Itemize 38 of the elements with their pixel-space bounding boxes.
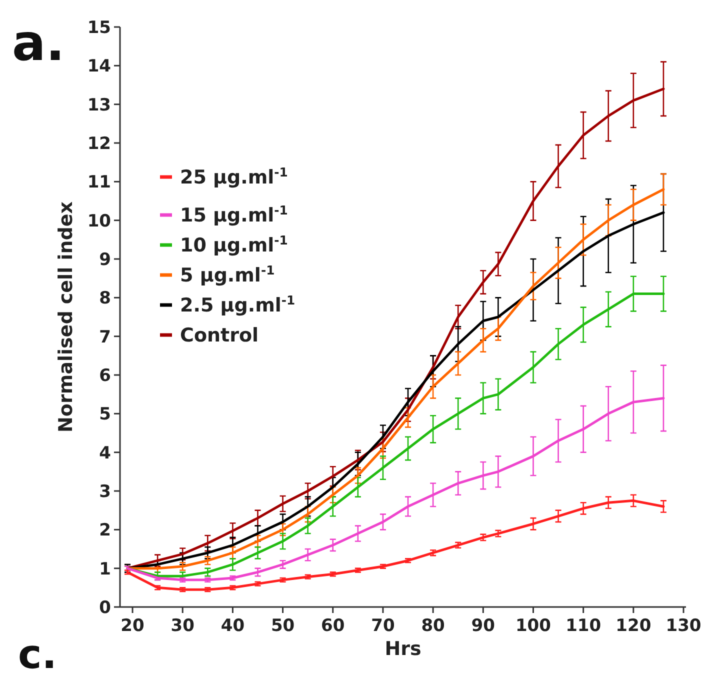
text: a. (12, 14, 65, 72)
y-tick-label: 13 (87, 95, 111, 116)
x-tick-label: 70 (371, 616, 395, 636)
y-tick-label: 5 (99, 404, 111, 425)
x-tick-label: 40 (220, 616, 245, 636)
x-tick-label: 90 (471, 616, 496, 636)
legend-label: 25 μg.ml$^{-1}$ (180, 166, 288, 189)
y-tick-label: 8 (99, 288, 111, 309)
y-tick-label: 11 (87, 172, 111, 193)
legend-label: Control (180, 324, 259, 347)
legend-label: 2.5 μg.ml$^{-1}$ (180, 294, 296, 317)
text: c. (18, 632, 57, 678)
legend-label: 10 μg.ml$^{-1}$ (180, 234, 288, 257)
x-tick-label: 80 (421, 616, 446, 636)
x-tick-label: 30 (170, 616, 195, 636)
y-tick-label: 4 (99, 443, 112, 464)
y-tick-label: 15 (87, 18, 111, 38)
y-tick-label: 14 (87, 56, 112, 77)
x-tick-label: 100 (515, 616, 552, 636)
legend-label: 5 μg.ml$^{-1}$ (180, 264, 275, 287)
y-axis-title: Normalised cell index (55, 202, 77, 432)
y-tick-label: 6 (99, 366, 111, 386)
x-tick-label: 20 (120, 616, 145, 636)
x-tick-label: 120 (616, 616, 652, 636)
x-tick-label: 50 (270, 616, 295, 636)
y-tick-label: 0 (99, 598, 112, 618)
x-axis-title: Hrs (384, 638, 422, 660)
y-tick-label: 3 (99, 482, 111, 502)
y-tick-label: 9 (99, 250, 111, 270)
x-tick-label: 130 (666, 616, 702, 636)
y-tick-label: 2 (99, 520, 111, 541)
legend-label: 15 μg.ml$^{-1}$ (180, 204, 288, 227)
y-tick-label: 12 (87, 134, 111, 154)
y-tick-label: 1 (99, 559, 111, 580)
y-tick-label: 7 (99, 327, 111, 348)
y-tick-label: 10 (87, 211, 112, 232)
x-tick-label: 110 (566, 616, 602, 636)
x-tick-label: 60 (321, 616, 345, 636)
